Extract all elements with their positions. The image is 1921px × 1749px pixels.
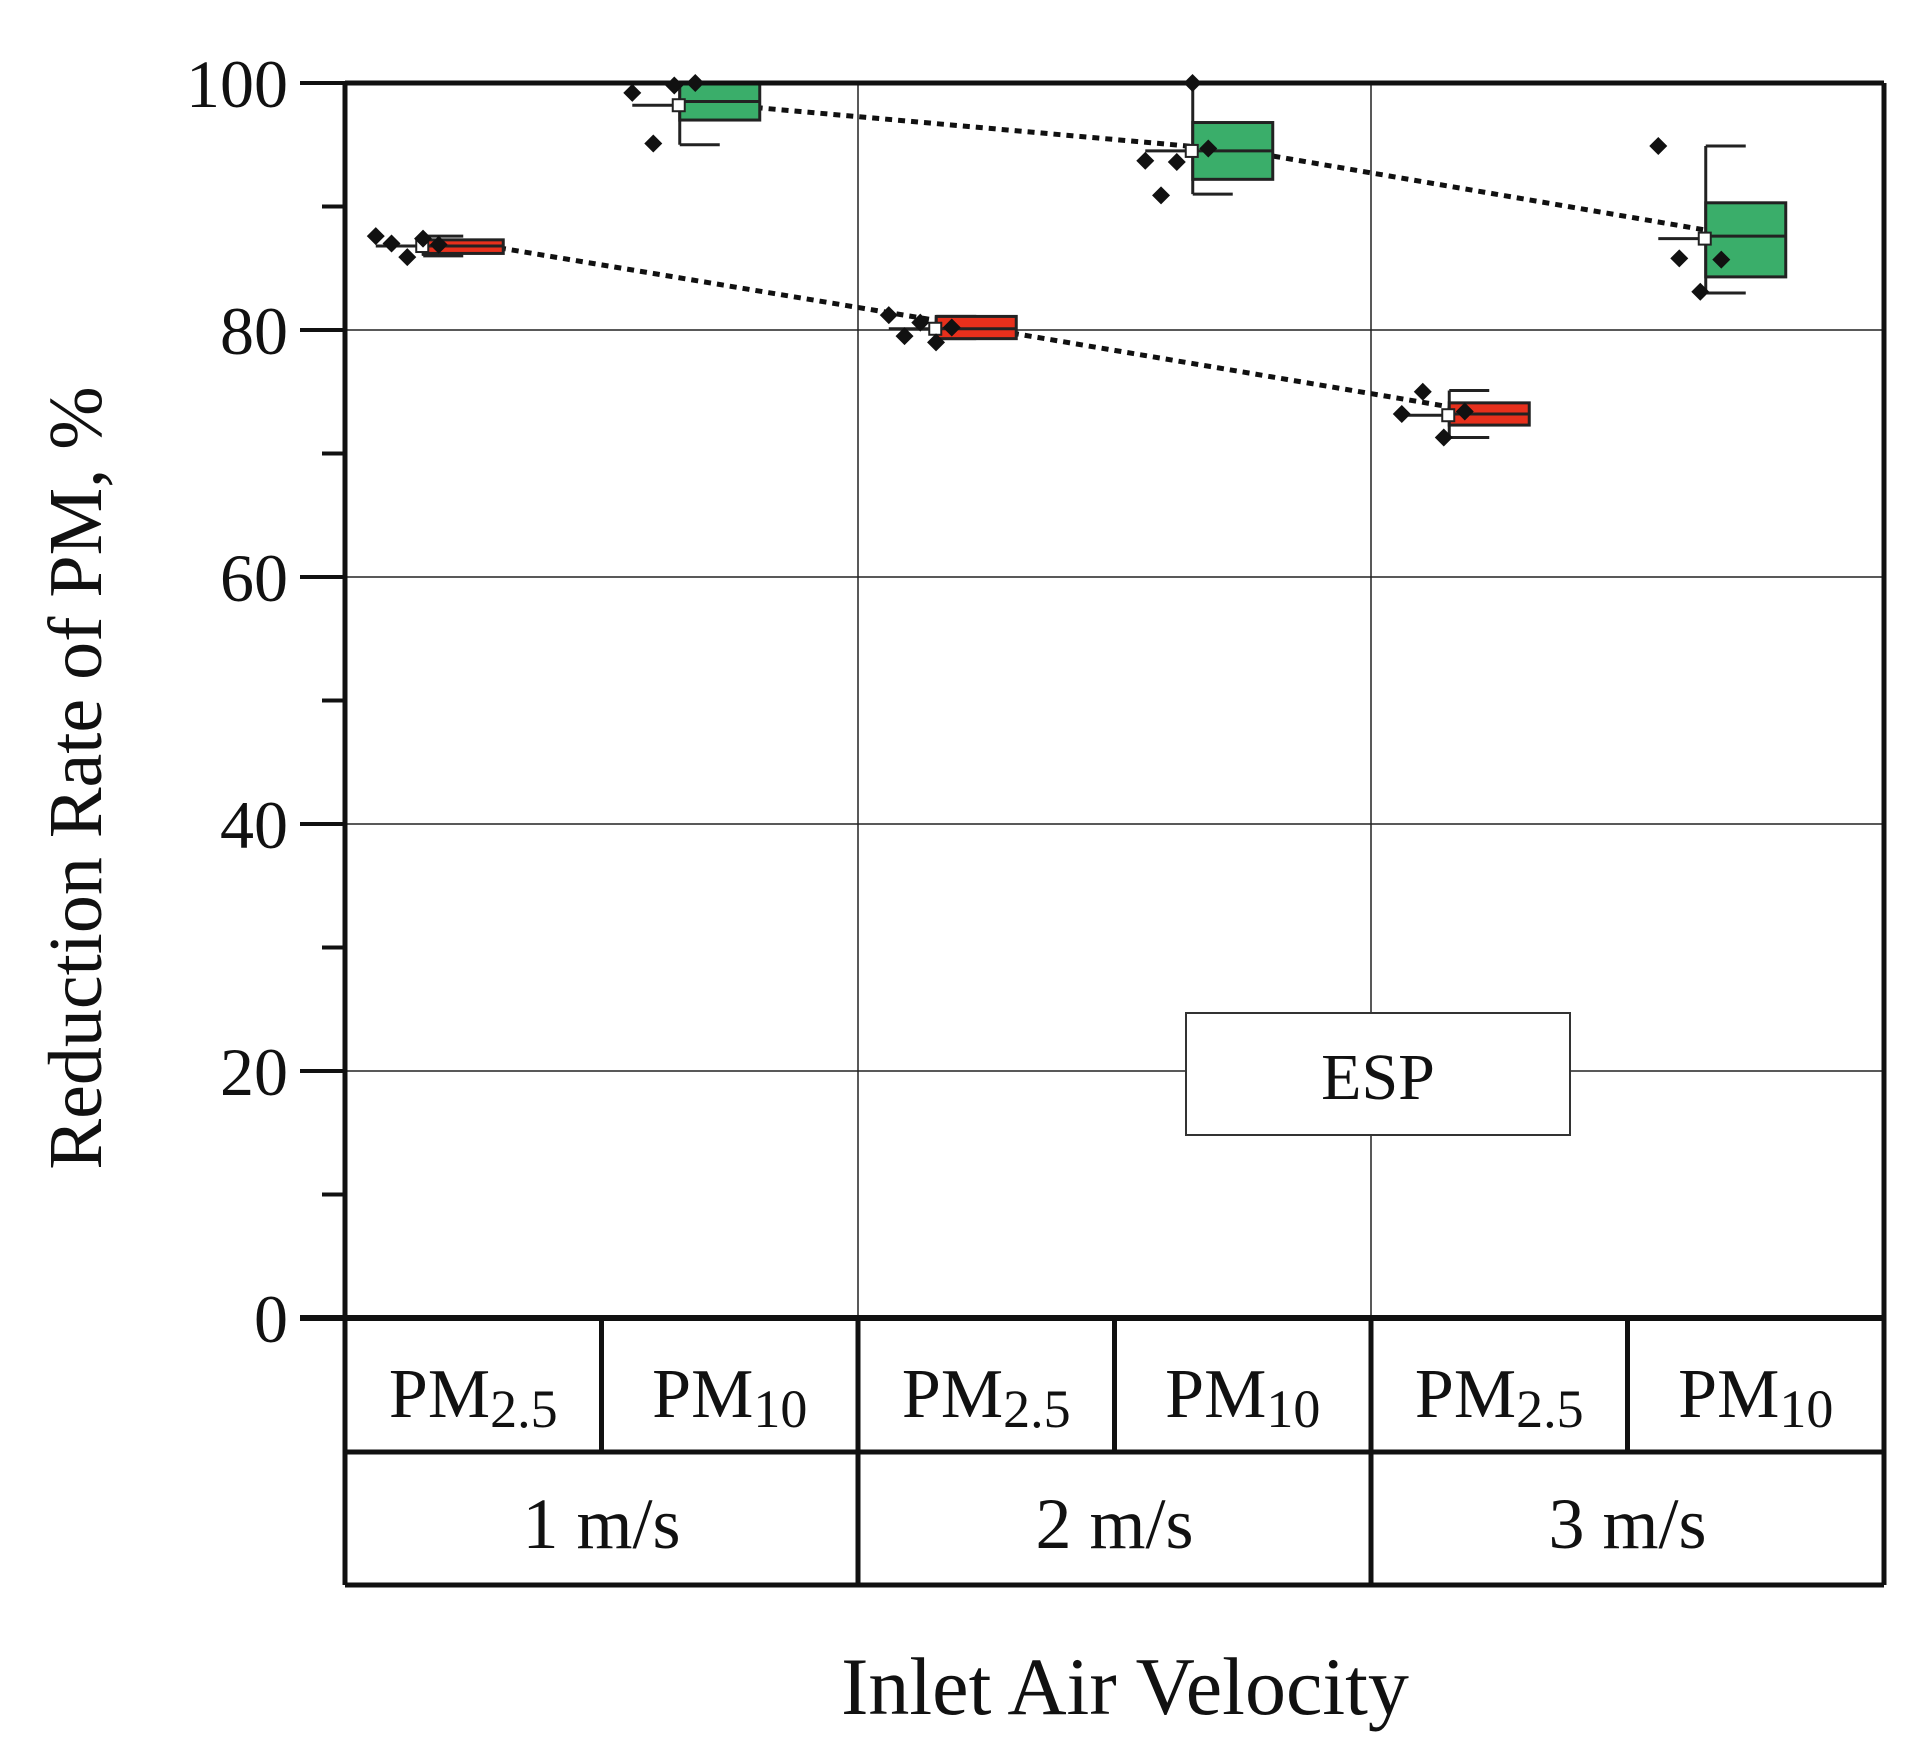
plot-frame [300, 80, 1887, 1321]
ytick-label-80: 80 [220, 293, 288, 369]
series-label-subscript: 2.5 [1003, 1379, 1071, 1439]
mean-marker [928, 321, 943, 336]
mean-marker [671, 98, 686, 113]
series-label-subscript: 2.5 [1516, 1379, 1584, 1439]
data-point-pm10-1 [644, 134, 663, 153]
data-point-pm25-3 [1392, 404, 1411, 423]
trend-line-pm10 [729, 102, 1757, 242]
box-body-pm10 [1704, 201, 1788, 279]
series-label-pm10: PM10 [1678, 1356, 1833, 1439]
data-point-pm10-2 [1167, 153, 1186, 172]
series-label-subscript: 10 [1266, 1379, 1320, 1439]
data-point-pm25-1 [429, 235, 448, 254]
box-pm10-1 [632, 81, 762, 147]
data-point-pm25-2 [879, 306, 898, 325]
annotation-frame [1185, 1012, 1571, 1136]
data-point-pm25-1 [398, 248, 417, 267]
data-point-pm25-1 [366, 227, 385, 246]
annotation-box: ESP [1185, 1012, 1571, 1136]
mean-marker [1184, 143, 1199, 158]
series-label-main: PM [1678, 1356, 1779, 1433]
data-point-pm25-2 [927, 333, 946, 352]
ytick-label-40: 40 [220, 787, 288, 863]
x-axis-label: Inlet Air Velocity [841, 1641, 1409, 1732]
data-point-pm25-2 [895, 327, 914, 346]
data-point-pm25-2 [942, 318, 961, 337]
series-label-subscript: 10 [753, 1379, 807, 1439]
ytick-label-0: 0 [254, 1281, 288, 1357]
annotation-text: ESP [1321, 1041, 1435, 1114]
series-label-subscript: 10 [1779, 1379, 1833, 1439]
series-label-pm25: PM2.5 [389, 1356, 558, 1439]
grid-lines [345, 83, 1884, 1318]
data-point-pm10-2 [1199, 139, 1218, 158]
series-label-main: PM [1165, 1356, 1266, 1433]
ytick-label-60: 60 [220, 540, 288, 616]
data-point-pm10-3 [1670, 249, 1689, 268]
data-point-pm10-1 [623, 83, 642, 102]
data-point-pm25-3 [1455, 402, 1474, 421]
data-point-pm25-3 [1413, 382, 1432, 401]
trend-lines [472, 102, 1757, 418]
series-label-main: PM [652, 1356, 753, 1433]
y-axis-label: Reduction Rate of PM, % [34, 386, 118, 1169]
group-label-2: 2 m/s [1035, 1484, 1193, 1564]
data-point-pm25-2 [911, 313, 930, 332]
series-label-main: PM [902, 1356, 1003, 1433]
data-point-pm25-1 [382, 234, 401, 253]
mean-marker [1441, 408, 1456, 423]
data-point-pm10-3 [1712, 250, 1731, 269]
data-point-pm10-2 [1152, 186, 1171, 205]
data-point-pm10-3 [1649, 136, 1668, 155]
series-label-pm25: PM2.5 [1415, 1356, 1584, 1439]
mean-marker [1697, 231, 1712, 246]
ytick-label-100: 100 [186, 46, 288, 122]
data-point-pm10-2 [1136, 151, 1155, 170]
series-label-pm10: PM10 [652, 1356, 807, 1439]
y-axis-ticks: 0 20 40 60 80 100 [186, 46, 345, 1357]
series-label-pm25: PM2.5 [902, 1356, 1071, 1439]
series-label-main: PM [389, 1356, 490, 1433]
data-point-pm10-3 [1691, 282, 1710, 301]
data-points [366, 74, 1731, 447]
box-pm10-3 [1658, 144, 1788, 295]
box-pm10-2 [1145, 81, 1275, 196]
series-label-pm10: PM10 [1165, 1356, 1320, 1439]
data-point-pm25-3 [1434, 428, 1453, 447]
data-point-pm25-1 [414, 229, 433, 248]
ytick-label-20: 20 [220, 1034, 288, 1110]
series-label-main: PM [1415, 1356, 1516, 1433]
series-label-subscript: 2.5 [490, 1379, 558, 1439]
group-label-3: 3 m/s [1548, 1484, 1706, 1564]
group-label-1: 1 m/s [522, 1484, 680, 1564]
